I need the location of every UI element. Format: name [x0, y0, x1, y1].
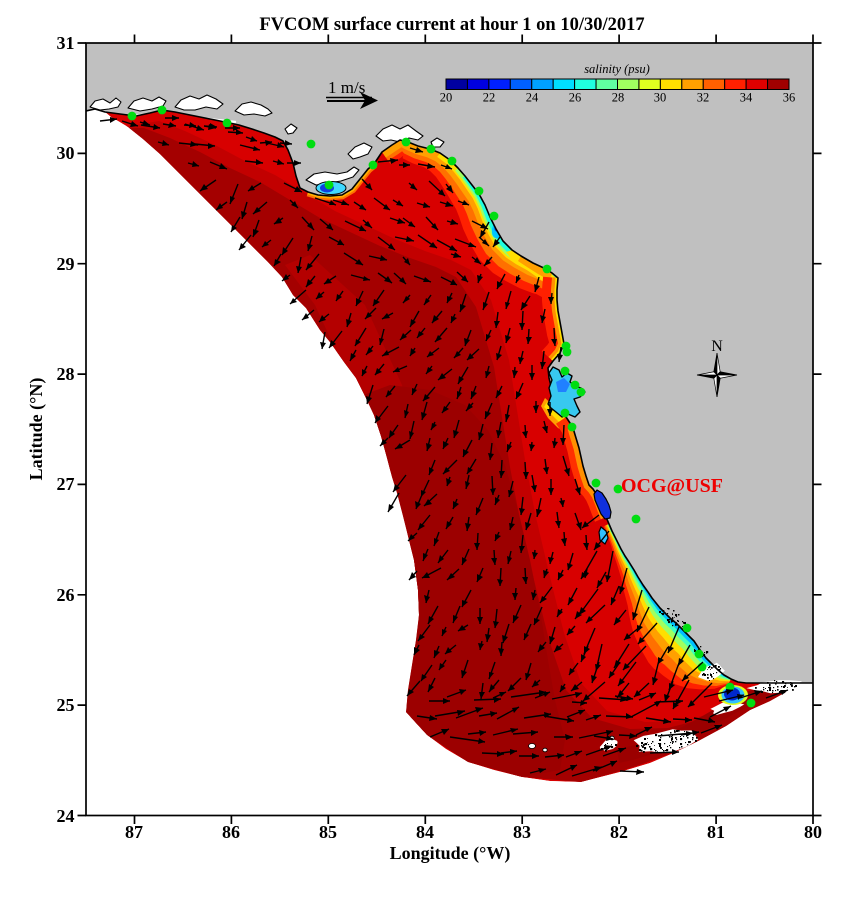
- svg-text:25: 25: [57, 695, 75, 715]
- svg-text:84: 84: [416, 822, 434, 842]
- svg-text:86: 86: [222, 822, 240, 842]
- svg-text:30: 30: [57, 143, 75, 163]
- svg-text:28: 28: [57, 364, 75, 384]
- svg-text:24: 24: [526, 91, 539, 105]
- svg-text:1 m/s: 1 m/s: [328, 78, 365, 97]
- svg-text:81: 81: [707, 822, 725, 842]
- svg-text:Longitude (°W): Longitude (°W): [390, 843, 511, 864]
- svg-text:N: N: [711, 338, 723, 355]
- svg-text:Latitude (°N): Latitude (°N): [26, 378, 47, 481]
- svg-text:29: 29: [57, 254, 75, 274]
- svg-text:82: 82: [610, 822, 628, 842]
- svg-text:OCG@USF: OCG@USF: [621, 475, 723, 497]
- svg-text:26: 26: [57, 585, 75, 605]
- svg-text:87: 87: [125, 822, 143, 842]
- svg-text:36: 36: [783, 91, 796, 105]
- svg-text:24: 24: [57, 806, 75, 826]
- svg-text:FVCOM surface current at hour: FVCOM surface current at hour 1 on 10/30…: [259, 15, 644, 35]
- svg-text:30: 30: [654, 91, 667, 105]
- svg-text:salinity (psu): salinity (psu): [584, 62, 650, 76]
- svg-text:34: 34: [740, 91, 753, 105]
- svg-text:28: 28: [612, 91, 625, 105]
- svg-text:20: 20: [440, 91, 453, 105]
- svg-text:31: 31: [57, 33, 75, 53]
- svg-text:32: 32: [697, 91, 710, 105]
- svg-text:27: 27: [57, 474, 75, 494]
- svg-text:80: 80: [804, 822, 822, 842]
- svg-text:26: 26: [569, 91, 582, 105]
- svg-text:22: 22: [483, 91, 496, 105]
- svg-text:83: 83: [513, 822, 531, 842]
- svg-text:85: 85: [319, 822, 337, 842]
